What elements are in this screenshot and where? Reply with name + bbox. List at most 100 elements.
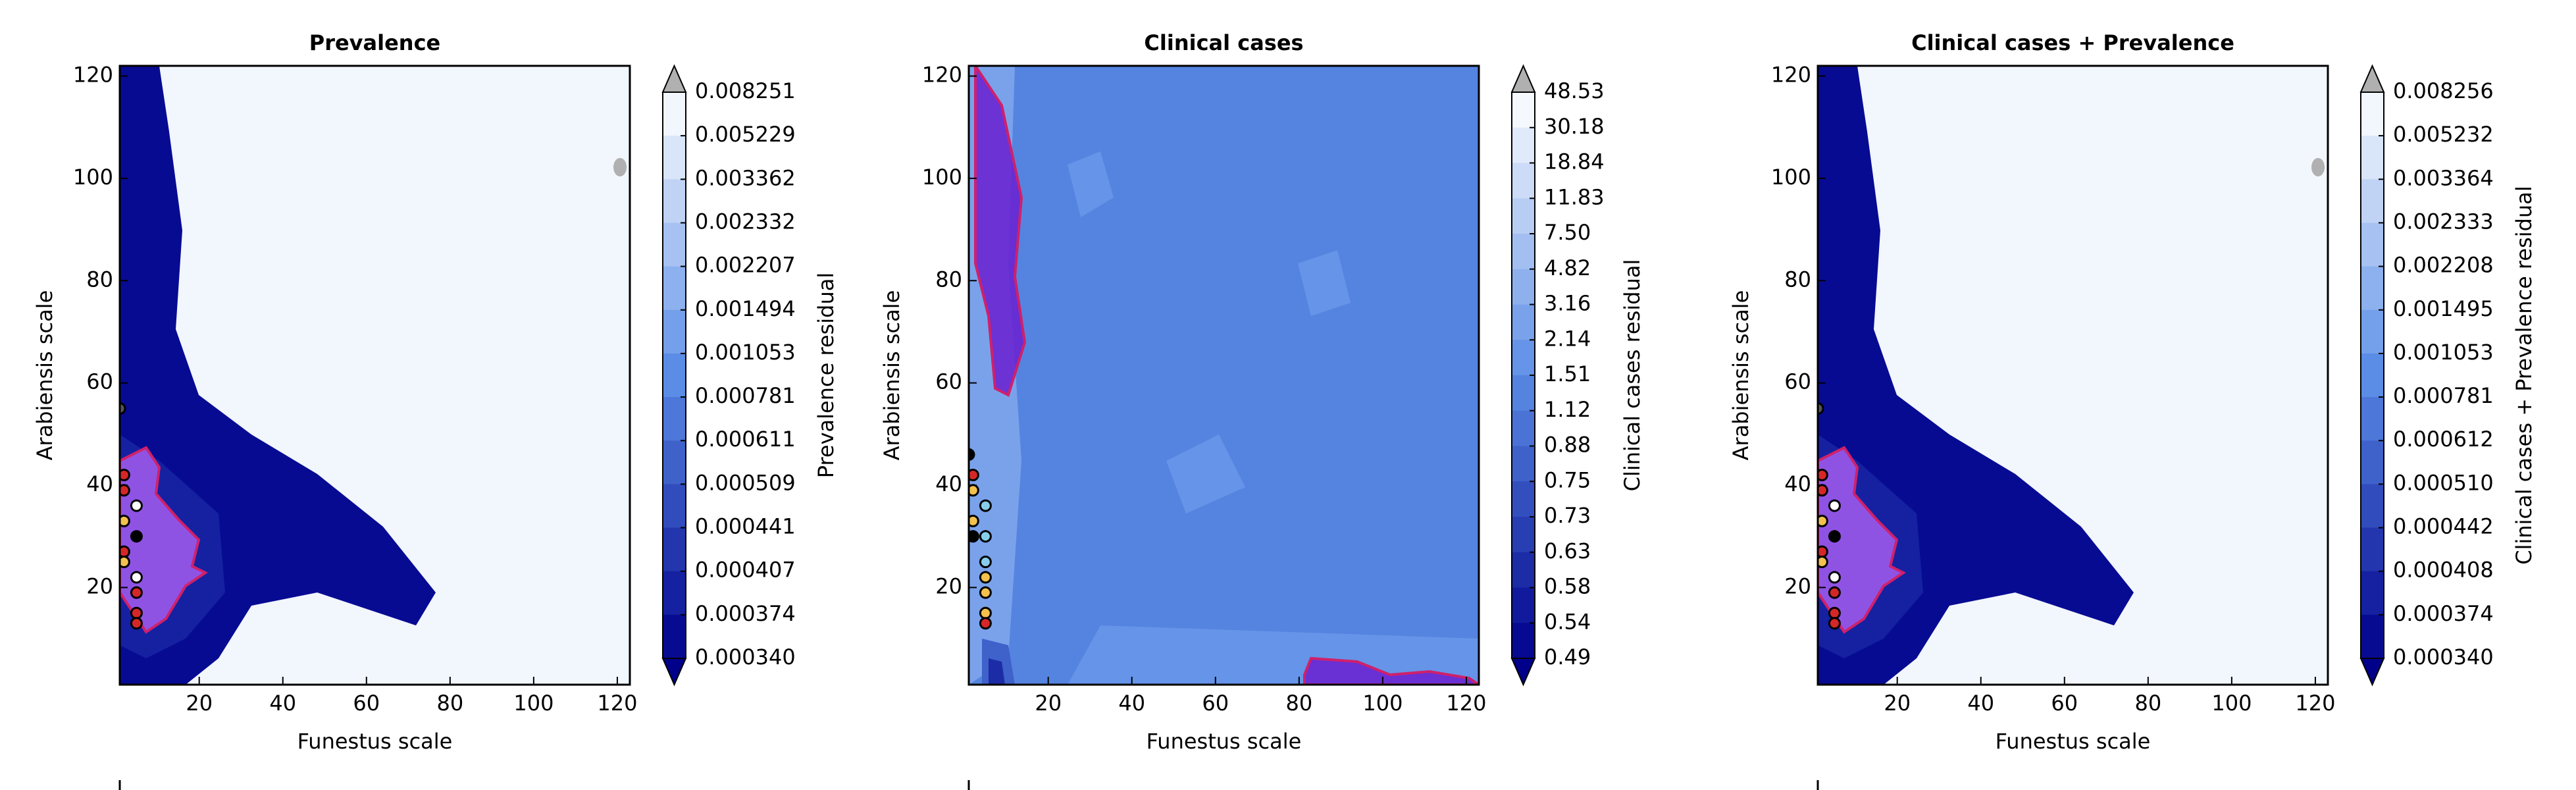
x-tick-label: 100 bbox=[1362, 691, 1403, 716]
x-tick-label: 20 bbox=[1035, 691, 1062, 716]
colorbar-segment bbox=[1512, 234, 1535, 270]
x-tick-label: 60 bbox=[2051, 691, 2078, 716]
colorbar-tick-label: 0.001494 bbox=[695, 296, 796, 321]
point bbox=[979, 556, 992, 569]
point bbox=[1818, 556, 1828, 569]
y-tick-label: 20 bbox=[935, 573, 962, 598]
point bbox=[120, 514, 130, 527]
x-tick-label: 20 bbox=[1884, 691, 1911, 716]
colorbar-tick-label: 0.54 bbox=[1544, 609, 1591, 634]
axes-frame bbox=[1816, 65, 2329, 686]
contour-over bbox=[613, 158, 627, 176]
colorbar-tick-label: 0.001053 bbox=[695, 340, 796, 365]
colorbar-segment bbox=[2361, 92, 2384, 136]
y-axis-label: Arabiensis scale bbox=[1728, 290, 1753, 461]
colorbar-segment bbox=[663, 92, 686, 136]
colorbar-tick-label: 18.84 bbox=[1544, 149, 1605, 174]
y-tick-label: 20 bbox=[1784, 573, 1811, 598]
colorbar-segment bbox=[663, 223, 686, 267]
point bbox=[979, 586, 992, 599]
y-tick-label: 120 bbox=[73, 63, 113, 88]
colorbar-tick-label: 0.000611 bbox=[695, 427, 796, 452]
colorbar-segment bbox=[2361, 266, 2384, 311]
colorbar-tick-label: 0.005229 bbox=[695, 122, 796, 147]
colorbar-segment bbox=[663, 266, 686, 311]
colorbar-over bbox=[2359, 64, 2385, 93]
colorbar-tick-label: 1.51 bbox=[1544, 361, 1591, 386]
chart-title: Prevalence bbox=[309, 30, 441, 55]
contour-region bbox=[989, 658, 1005, 685]
x-tick-label: 120 bbox=[2295, 691, 2335, 716]
point bbox=[130, 571, 143, 584]
colorbar-tick-label: 0.000781 bbox=[695, 383, 796, 408]
point bbox=[1828, 530, 1841, 543]
colorbar-segment bbox=[1512, 92, 1535, 128]
colorbar-segment bbox=[663, 614, 686, 659]
point bbox=[1818, 514, 1828, 527]
colorbar-tick-label: 0.000408 bbox=[2393, 558, 2494, 583]
point bbox=[1828, 571, 1841, 584]
point bbox=[1828, 606, 1841, 619]
colorbar-tick-label: 0.002333 bbox=[2393, 209, 2494, 234]
colorbar-tick-label: 0.73 bbox=[1544, 503, 1591, 528]
contour-field bbox=[1818, 66, 2328, 685]
colorbar-segment bbox=[1512, 163, 1535, 199]
y-tick-label: 100 bbox=[73, 165, 113, 190]
axes-frame bbox=[967, 65, 1480, 686]
contour-field bbox=[120, 66, 630, 685]
contour-region bbox=[969, 66, 1479, 685]
colorbar-segment bbox=[2361, 397, 2384, 441]
colorbar-tick-label: 0.001495 bbox=[2393, 296, 2494, 321]
y-tick-label: 60 bbox=[935, 369, 962, 394]
colorbar-under bbox=[1510, 658, 1536, 687]
colorbar-tick-label: 4.82 bbox=[1544, 255, 1591, 280]
contour-region bbox=[1068, 151, 1479, 685]
colorbar-label: Clinical cases residual bbox=[1620, 259, 1645, 492]
x-tick-label: 40 bbox=[1118, 691, 1145, 716]
colorbar-tick-label: 0.88 bbox=[1544, 433, 1591, 458]
x-tick-label: 80 bbox=[1285, 691, 1312, 716]
colorbar-segment bbox=[663, 571, 686, 616]
colorbar-under bbox=[661, 658, 687, 687]
colorbar-segment bbox=[2361, 571, 2384, 616]
colorbar-segment bbox=[2361, 136, 2384, 180]
y-tick-label: 80 bbox=[935, 267, 962, 292]
colorbar-tick-label: 2.14 bbox=[1544, 326, 1591, 351]
colorbar-segment bbox=[663, 440, 686, 485]
colorbar-tick-label: 0.002208 bbox=[2393, 253, 2494, 278]
colorbar-segment bbox=[663, 179, 686, 223]
colorbar-tick-label: 0.000442 bbox=[2393, 514, 2494, 539]
point bbox=[130, 499, 143, 512]
colorbar-tick-label: 0.003362 bbox=[695, 165, 796, 190]
colorbar-frame bbox=[2360, 92, 2384, 659]
colorbar-tick-label: 0.008256 bbox=[2393, 78, 2494, 103]
colorbar-segment bbox=[663, 309, 686, 354]
colorbar-segment bbox=[2361, 527, 2384, 572]
colorbar-tick-label: 0.003364 bbox=[2393, 165, 2494, 190]
point bbox=[979, 571, 992, 584]
point bbox=[130, 586, 143, 599]
colorbar-label: Prevalence residual bbox=[813, 273, 838, 479]
colorbar-segment bbox=[1512, 410, 1535, 446]
y-tick-label: 100 bbox=[922, 165, 962, 190]
colorbar-segment bbox=[1512, 552, 1535, 588]
colorbar-tick-label: 30.18 bbox=[1544, 114, 1605, 139]
y-tick-label: 120 bbox=[922, 63, 962, 88]
x-tick-label: 100 bbox=[2211, 691, 2252, 716]
y-axis-label: Arabiensis scale bbox=[32, 290, 57, 461]
y-tick-label: 80 bbox=[86, 267, 113, 292]
colorbar-tick-label: 0.000510 bbox=[2393, 470, 2494, 495]
y-tick-label: 120 bbox=[1771, 63, 1811, 88]
point bbox=[1828, 499, 1841, 512]
point bbox=[979, 499, 992, 512]
y-tick-label: 100 bbox=[1771, 165, 1811, 190]
y-tick-label: 20 bbox=[86, 573, 113, 598]
colorbar-segment bbox=[2361, 309, 2384, 354]
colorbar-segment bbox=[1512, 517, 1535, 553]
colorbar-segment bbox=[2361, 440, 2384, 485]
colorbar-tick-label: 0.75 bbox=[1544, 467, 1591, 492]
colorbar-segment bbox=[1512, 198, 1535, 234]
colorbar-tick-label: 0.005232 bbox=[2393, 122, 2494, 147]
colorbar-tick-label: 0.000407 bbox=[695, 558, 796, 583]
colorbar-over bbox=[1510, 64, 1536, 93]
